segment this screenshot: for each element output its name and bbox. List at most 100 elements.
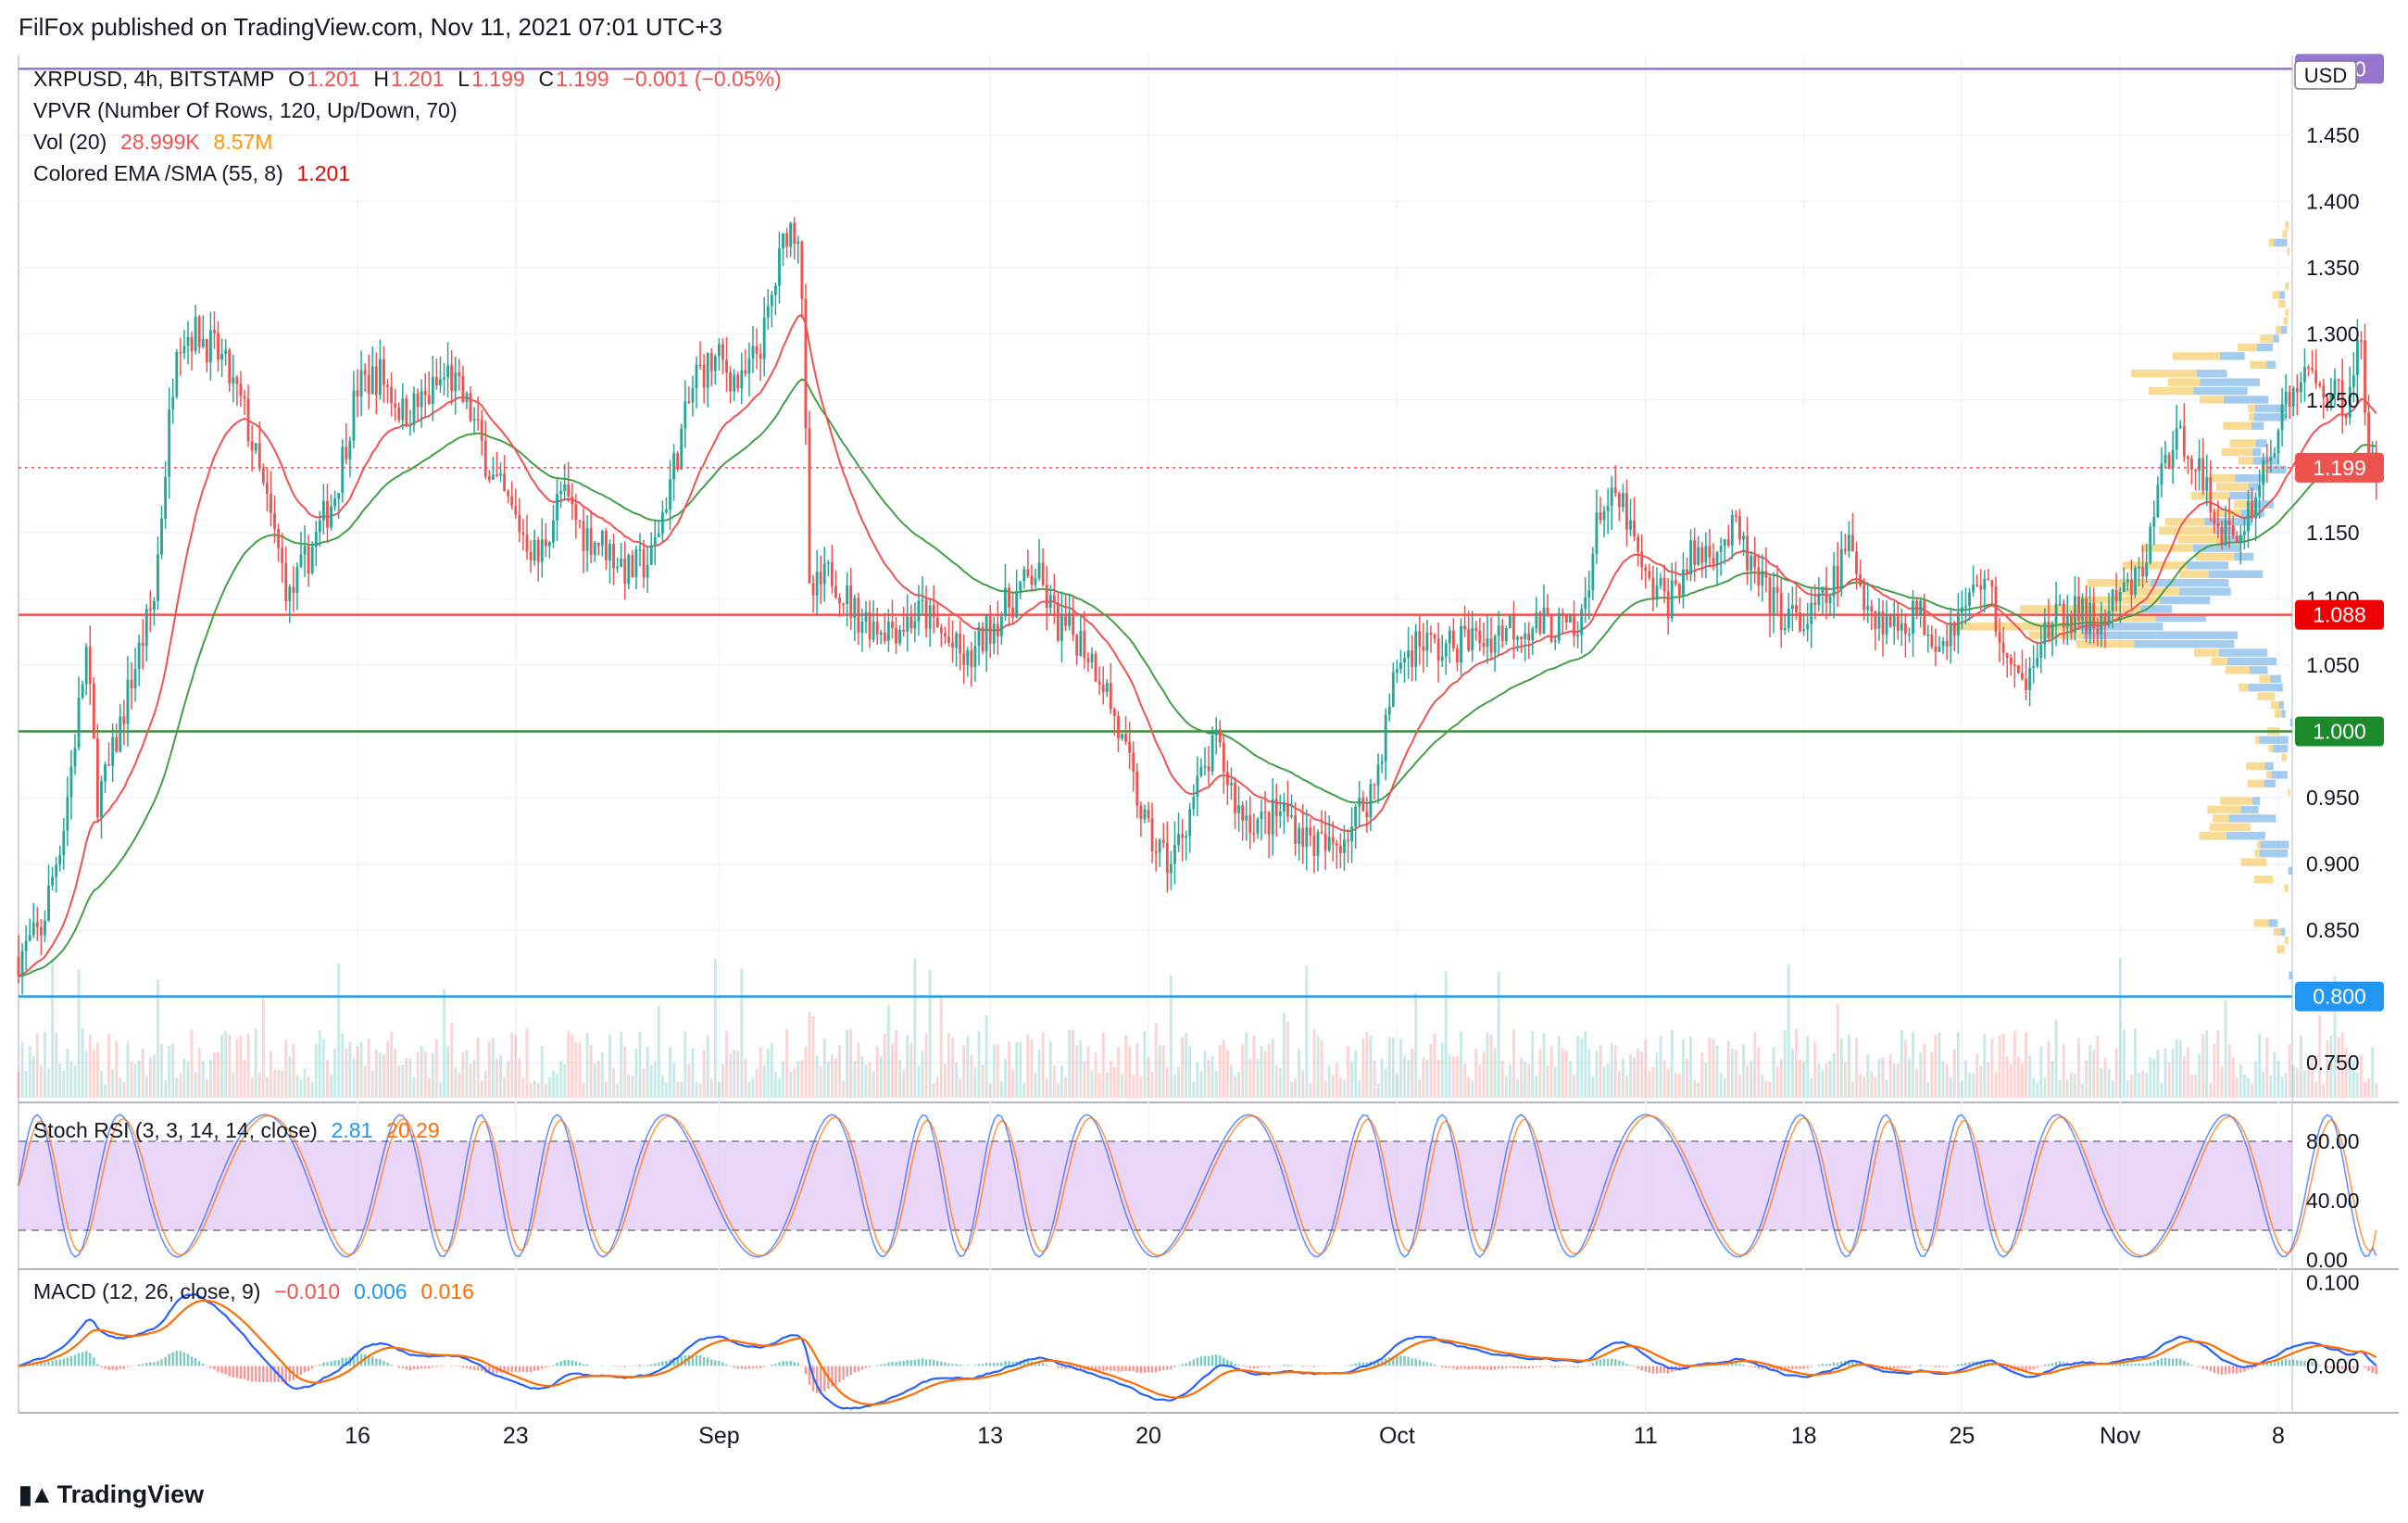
volume-bar <box>2254 1062 2258 1098</box>
volume-bar <box>1787 963 1790 1098</box>
macd-histogram-bar <box>1573 1366 1575 1367</box>
volume-bar <box>246 1034 250 1098</box>
candle-body <box>702 364 706 388</box>
candle-body <box>1851 535 1854 552</box>
volume-bar <box>1715 1045 1719 1098</box>
volume-bar <box>1048 1040 1052 1098</box>
volume-bar <box>928 969 932 1098</box>
volume-bar <box>676 1082 680 1098</box>
volume-bar <box>521 1077 525 1098</box>
time-axis[interactable]: 1623Sep1320Oct111825Nov815 <box>345 1423 2408 1449</box>
volume-bar <box>480 1080 483 1098</box>
candle-body <box>246 398 250 442</box>
macd-histogram-bar <box>1440 1366 1444 1368</box>
volume-bar <box>518 1058 521 1098</box>
price-axis[interactable]: 1.4501.4001.3501.3001.2501.1501.1001.050… <box>2294 54 2384 1378</box>
vpvr-legend[interactable]: VPVR (Number Of Rows, 120, Up/Down, 70) <box>33 98 459 123</box>
macd-histogram-bar <box>1452 1366 1455 1369</box>
volume-bar <box>1072 1029 1075 1098</box>
vpvr-row-down <box>2280 325 2288 334</box>
volume-bar <box>1810 1077 1813 1098</box>
candle-body <box>2001 642 2005 653</box>
candle-body <box>265 483 269 494</box>
vpvr-row-up <box>2260 334 2274 343</box>
macd-histogram-bar <box>1365 1362 1369 1366</box>
candle-body <box>721 344 724 360</box>
macd-histogram-bar <box>476 1366 480 1371</box>
macd-histogram-bar <box>1210 1354 1214 1366</box>
volume-bar <box>996 1044 999 1098</box>
volume-bar <box>547 1076 551 1098</box>
macd-histogram-bar <box>1888 1366 1892 1369</box>
candle-body <box>2149 526 2152 563</box>
vpvr-row-down <box>2274 238 2288 247</box>
symbol-label[interactable]: XRPUSD, 4h, BITSTAMP <box>33 67 275 91</box>
macd-legend[interactable]: MACD (12, 26, close, 9) −0.010 0.006 0.0… <box>33 1279 476 1304</box>
candle-body <box>1564 615 1568 623</box>
candle-body <box>981 626 985 652</box>
candle-body <box>857 598 860 633</box>
candle-body <box>2265 459 2269 462</box>
candle-body <box>1034 578 1037 585</box>
volume-bar <box>171 1043 175 1098</box>
candle-body <box>1015 590 1019 618</box>
candle-body <box>966 649 970 665</box>
tradingview-logo[interactable]: ▮▲ TradingView <box>19 1480 204 1509</box>
candle-body <box>992 623 996 644</box>
candle-body <box>2198 458 2201 472</box>
candle-body <box>1956 612 1960 636</box>
macd-histogram-bar <box>831 1366 834 1387</box>
volume-bar <box>1847 1034 1850 1098</box>
candle-body <box>698 364 702 367</box>
low-label: L <box>458 67 470 91</box>
candle-body <box>1267 812 1271 835</box>
volume-bar <box>228 1035 232 1098</box>
volume-bar <box>321 1038 325 1098</box>
candlesticks[interactable] <box>17 217 2378 995</box>
candle-body <box>2273 453 2276 458</box>
macd-histogram-bar <box>529 1366 533 1372</box>
macd-histogram-bar <box>367 1355 370 1366</box>
macd-histogram-bar <box>2010 1366 2013 1371</box>
candle-body <box>935 617 939 628</box>
vpvr-row-down <box>2259 849 2288 858</box>
candle-body <box>2138 566 2140 569</box>
macd-histogram-bar <box>620 1366 622 1367</box>
macd-histogram-bar <box>638 1365 642 1366</box>
volume-bar <box>1576 1036 1580 1098</box>
volume-bar <box>1041 1032 1045 1098</box>
volume-bar <box>1697 1082 1700 1098</box>
macd-histogram-bar <box>1000 1362 1003 1366</box>
volume-bar <box>352 1058 356 1098</box>
volume-bar <box>1799 1059 1801 1098</box>
price-tick-label: 0.950 <box>2306 786 2360 810</box>
volume-bar <box>1030 1039 1034 1098</box>
volume-bar <box>1347 1046 1349 1098</box>
vpvr-row-up <box>2253 919 2269 927</box>
macd-histogram-bar <box>654 1363 657 1366</box>
volume-bar <box>1117 1047 1120 1098</box>
volume-bar <box>1726 1040 1730 1098</box>
volume-bar <box>1655 1052 1659 1098</box>
candle-body <box>2163 454 2167 464</box>
macd-histogram-bar <box>552 1365 555 1366</box>
candle-body <box>144 609 148 647</box>
ema-legend[interactable]: Colored EMA /SMA (55, 8) 1.201 <box>33 161 352 186</box>
macd-histogram-bar <box>2326 1366 2329 1368</box>
stoch-legend[interactable]: Stoch RSI (3, 3, 14, 14, close) 2.81 20.… <box>33 1118 442 1143</box>
macd-histogram-bar <box>182 1352 186 1366</box>
volume-bar <box>2295 1068 2299 1098</box>
candle-body <box>1203 765 1207 768</box>
candle-body <box>69 766 73 798</box>
volume-bar <box>2100 1067 2103 1098</box>
candle-body <box>2047 622 2051 638</box>
candle-body <box>1471 627 1474 651</box>
candle-body <box>733 374 736 392</box>
candle-body <box>2167 454 2171 469</box>
volume-bar <box>299 1079 303 1098</box>
candle-body <box>2276 430 2280 454</box>
vol-legend[interactable]: Vol (20) 28.999K 8.57M <box>33 130 274 155</box>
candle-body <box>1260 812 1263 820</box>
candle-body <box>2134 568 2137 595</box>
